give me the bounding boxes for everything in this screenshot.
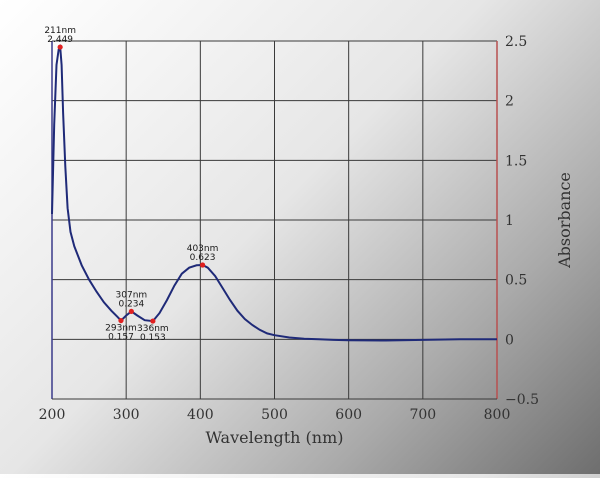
peak-wavelength-label: 293nm [105, 324, 137, 334]
y-tick-labels: 2.5 2 1.5 1 0.5 0 −0.5 [505, 34, 539, 408]
x-axis-label: Wavelength (nm) [205, 428, 343, 447]
peak-marker [57, 44, 63, 50]
y-axis-label: Absorbance [555, 172, 574, 269]
absorbance-curve [51, 44, 497, 342]
y-tick-label: −0.5 [505, 392, 539, 408]
peak-marker [199, 262, 206, 268]
x-tick-label: 400 [187, 407, 214, 423]
peak-marker [128, 308, 134, 315]
peak-absorbance-label: 0.157 [108, 333, 134, 343]
x-tick-label: 500 [261, 407, 288, 423]
y-tick-label: 1 [505, 213, 514, 229]
peak-marker [118, 317, 124, 324]
y-tick-label: 0 [505, 332, 514, 348]
x-tick-labels: 200 300 400 500 600 700 800 [39, 407, 511, 423]
x-tick-label: 200 [39, 407, 66, 423]
peak-absorbance-label: 0.153 [140, 333, 166, 343]
peak-wavelength-label: 336nm [137, 324, 169, 334]
y-tick-label: 0.5 [505, 273, 527, 289]
peak-wavelength-label: 403nm [187, 244, 219, 254]
x-tick-label: 600 [335, 407, 362, 423]
y-tick-label: 1.5 [505, 153, 527, 169]
peak-wavelength-label: 211nm [44, 26, 76, 36]
y-tick-label: 2 [505, 94, 514, 110]
peak-marker [150, 318, 156, 324]
x-tick-label: 800 [484, 407, 511, 423]
x-tick-label: 300 [113, 407, 140, 423]
x-tick-label: 700 [409, 407, 436, 423]
peak-absorbance-label: 2.449 [47, 35, 73, 45]
grid-layer [52, 40, 497, 400]
peak-absorbance-label: 0.623 [190, 253, 216, 263]
peak-wavelength-label: 307nm [116, 290, 148, 300]
y-tick-label: 2.5 [505, 34, 527, 50]
peak-absorbance-label: 0.234 [118, 299, 144, 309]
